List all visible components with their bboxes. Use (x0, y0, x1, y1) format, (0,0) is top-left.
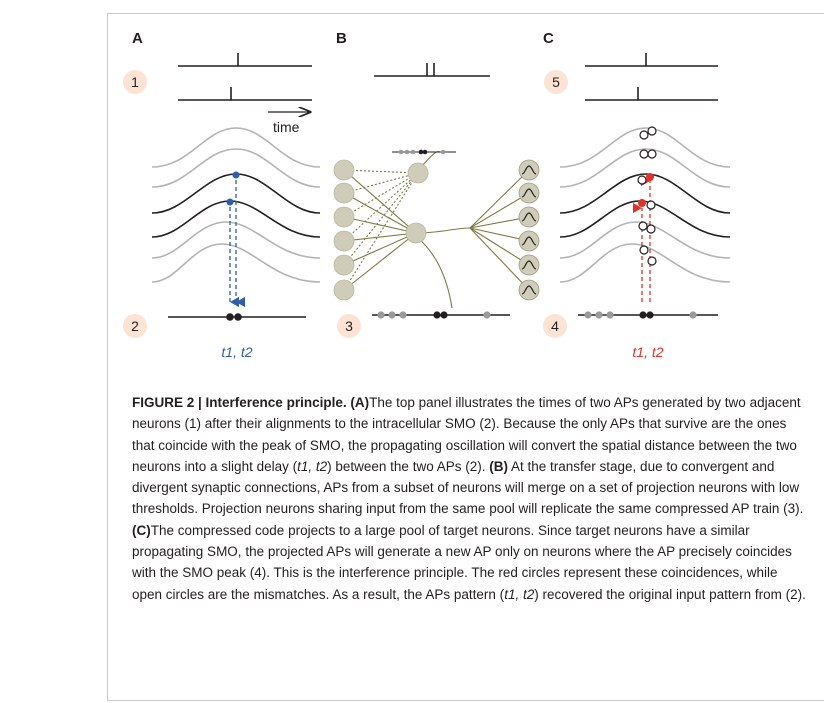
smo-trace (151, 221, 321, 259)
target-neuron (518, 279, 540, 301)
figure-illustration: A B C 1 time (123, 30, 731, 360)
panel-c-badge-5 (544, 70, 568, 94)
panel-letter-b: B (336, 30, 347, 47)
panel-a-delay-label: t1, t2 (221, 344, 252, 360)
mismatch-circle (639, 130, 649, 140)
smo-trace (559, 127, 731, 168)
panel-b-spike-train (374, 63, 490, 77)
input-neuron (333, 206, 355, 228)
panel-c-mismatch-markers (637, 126, 657, 266)
panel-b: 3 (333, 63, 540, 338)
caption-italic: t1, t2 (297, 458, 328, 474)
input-neuron (333, 254, 355, 276)
smo-trace (151, 148, 321, 188)
panel-letter-c: C (543, 30, 554, 47)
smo-trace (559, 173, 731, 214)
panel-c-badge-4 (543, 314, 567, 338)
caption-italic: t1, t2 (504, 586, 535, 602)
smo-trace (559, 148, 731, 188)
mismatch-circle (647, 149, 657, 159)
panel-a-badge-1 (123, 70, 147, 94)
coincidence-circle (646, 173, 654, 181)
panel-letter-a: A (132, 30, 143, 47)
mismatch-circle (647, 126, 657, 136)
ap-marker-blue (226, 198, 234, 206)
mismatch-circle (639, 149, 649, 159)
target-neuron (518, 254, 540, 276)
panel-a: 1 time 2 t1, t2 (123, 53, 321, 360)
figure-caption: FIGURE 2 | Interference principle. (A)Th… (132, 392, 808, 605)
target-neuron (518, 206, 540, 228)
input-neuron (333, 279, 355, 301)
output-spike (234, 313, 242, 321)
input-neuron (333, 159, 355, 181)
time-label: time (273, 119, 300, 135)
smo-trace (559, 221, 731, 259)
panel-b-output-train (372, 311, 510, 319)
panel-a-badge-2 (123, 314, 147, 338)
panel-b-number-3: 3 (345, 318, 353, 334)
caption-text: The compressed code projects to a large … (132, 522, 792, 602)
mismatch-circle (646, 200, 656, 210)
caption-heading: FIGURE 2 | Interference principle. (132, 395, 347, 410)
input-neuron (333, 182, 355, 204)
smo-trace (559, 243, 731, 283)
caption-ref-b: (B) (489, 458, 508, 474)
panel-a-spike-trains (178, 53, 312, 101)
panel-c-number-5: 5 (552, 74, 560, 90)
input-neuron (333, 230, 355, 252)
caption-ref-c: (C) (132, 522, 151, 538)
target-neuron (518, 230, 540, 252)
caption-text: At the transfer stage, due to convergent… (132, 458, 804, 517)
panel-c-spike-trains (585, 53, 718, 101)
panel-c-output-train (578, 311, 718, 319)
target-neuron (518, 182, 540, 204)
panel-b-badge-3 (337, 314, 361, 338)
projection-neuron (405, 222, 427, 244)
panel-b-connections (343, 151, 530, 309)
panel-b-target-neurons (518, 159, 540, 301)
caption-text: The top panel illustrates the times of t… (132, 395, 801, 474)
mismatch-circle (647, 256, 657, 266)
panel-c-delay-label: t1, t2 (632, 344, 663, 360)
panel-c: 5 (543, 53, 731, 360)
panel-a-number-2: 2 (131, 318, 139, 334)
coincidence-circle (638, 199, 646, 207)
mismatch-circle (646, 224, 656, 234)
mismatch-circle (638, 221, 648, 231)
panel-b-input-neurons (333, 159, 355, 301)
projection-neuron (407, 162, 429, 184)
target-neuron (518, 159, 540, 181)
mismatch-circle (637, 175, 647, 185)
panel-a-number-1: 1 (131, 74, 139, 90)
panel-c-number-4: 4 (551, 318, 559, 334)
caption-text: ) between the two APs (2). (327, 458, 490, 474)
ap-marker-blue (232, 171, 240, 179)
smo-trace (151, 127, 321, 168)
caption-ref-a: (A) (350, 395, 370, 410)
figure-frame (107, 13, 824, 701)
output-spike (226, 313, 234, 321)
caption-text: ) recovered the original input pattern f… (534, 586, 806, 602)
mismatch-circle (639, 245, 649, 255)
panel-b-small-train (392, 149, 456, 155)
smo-trace (151, 243, 321, 283)
